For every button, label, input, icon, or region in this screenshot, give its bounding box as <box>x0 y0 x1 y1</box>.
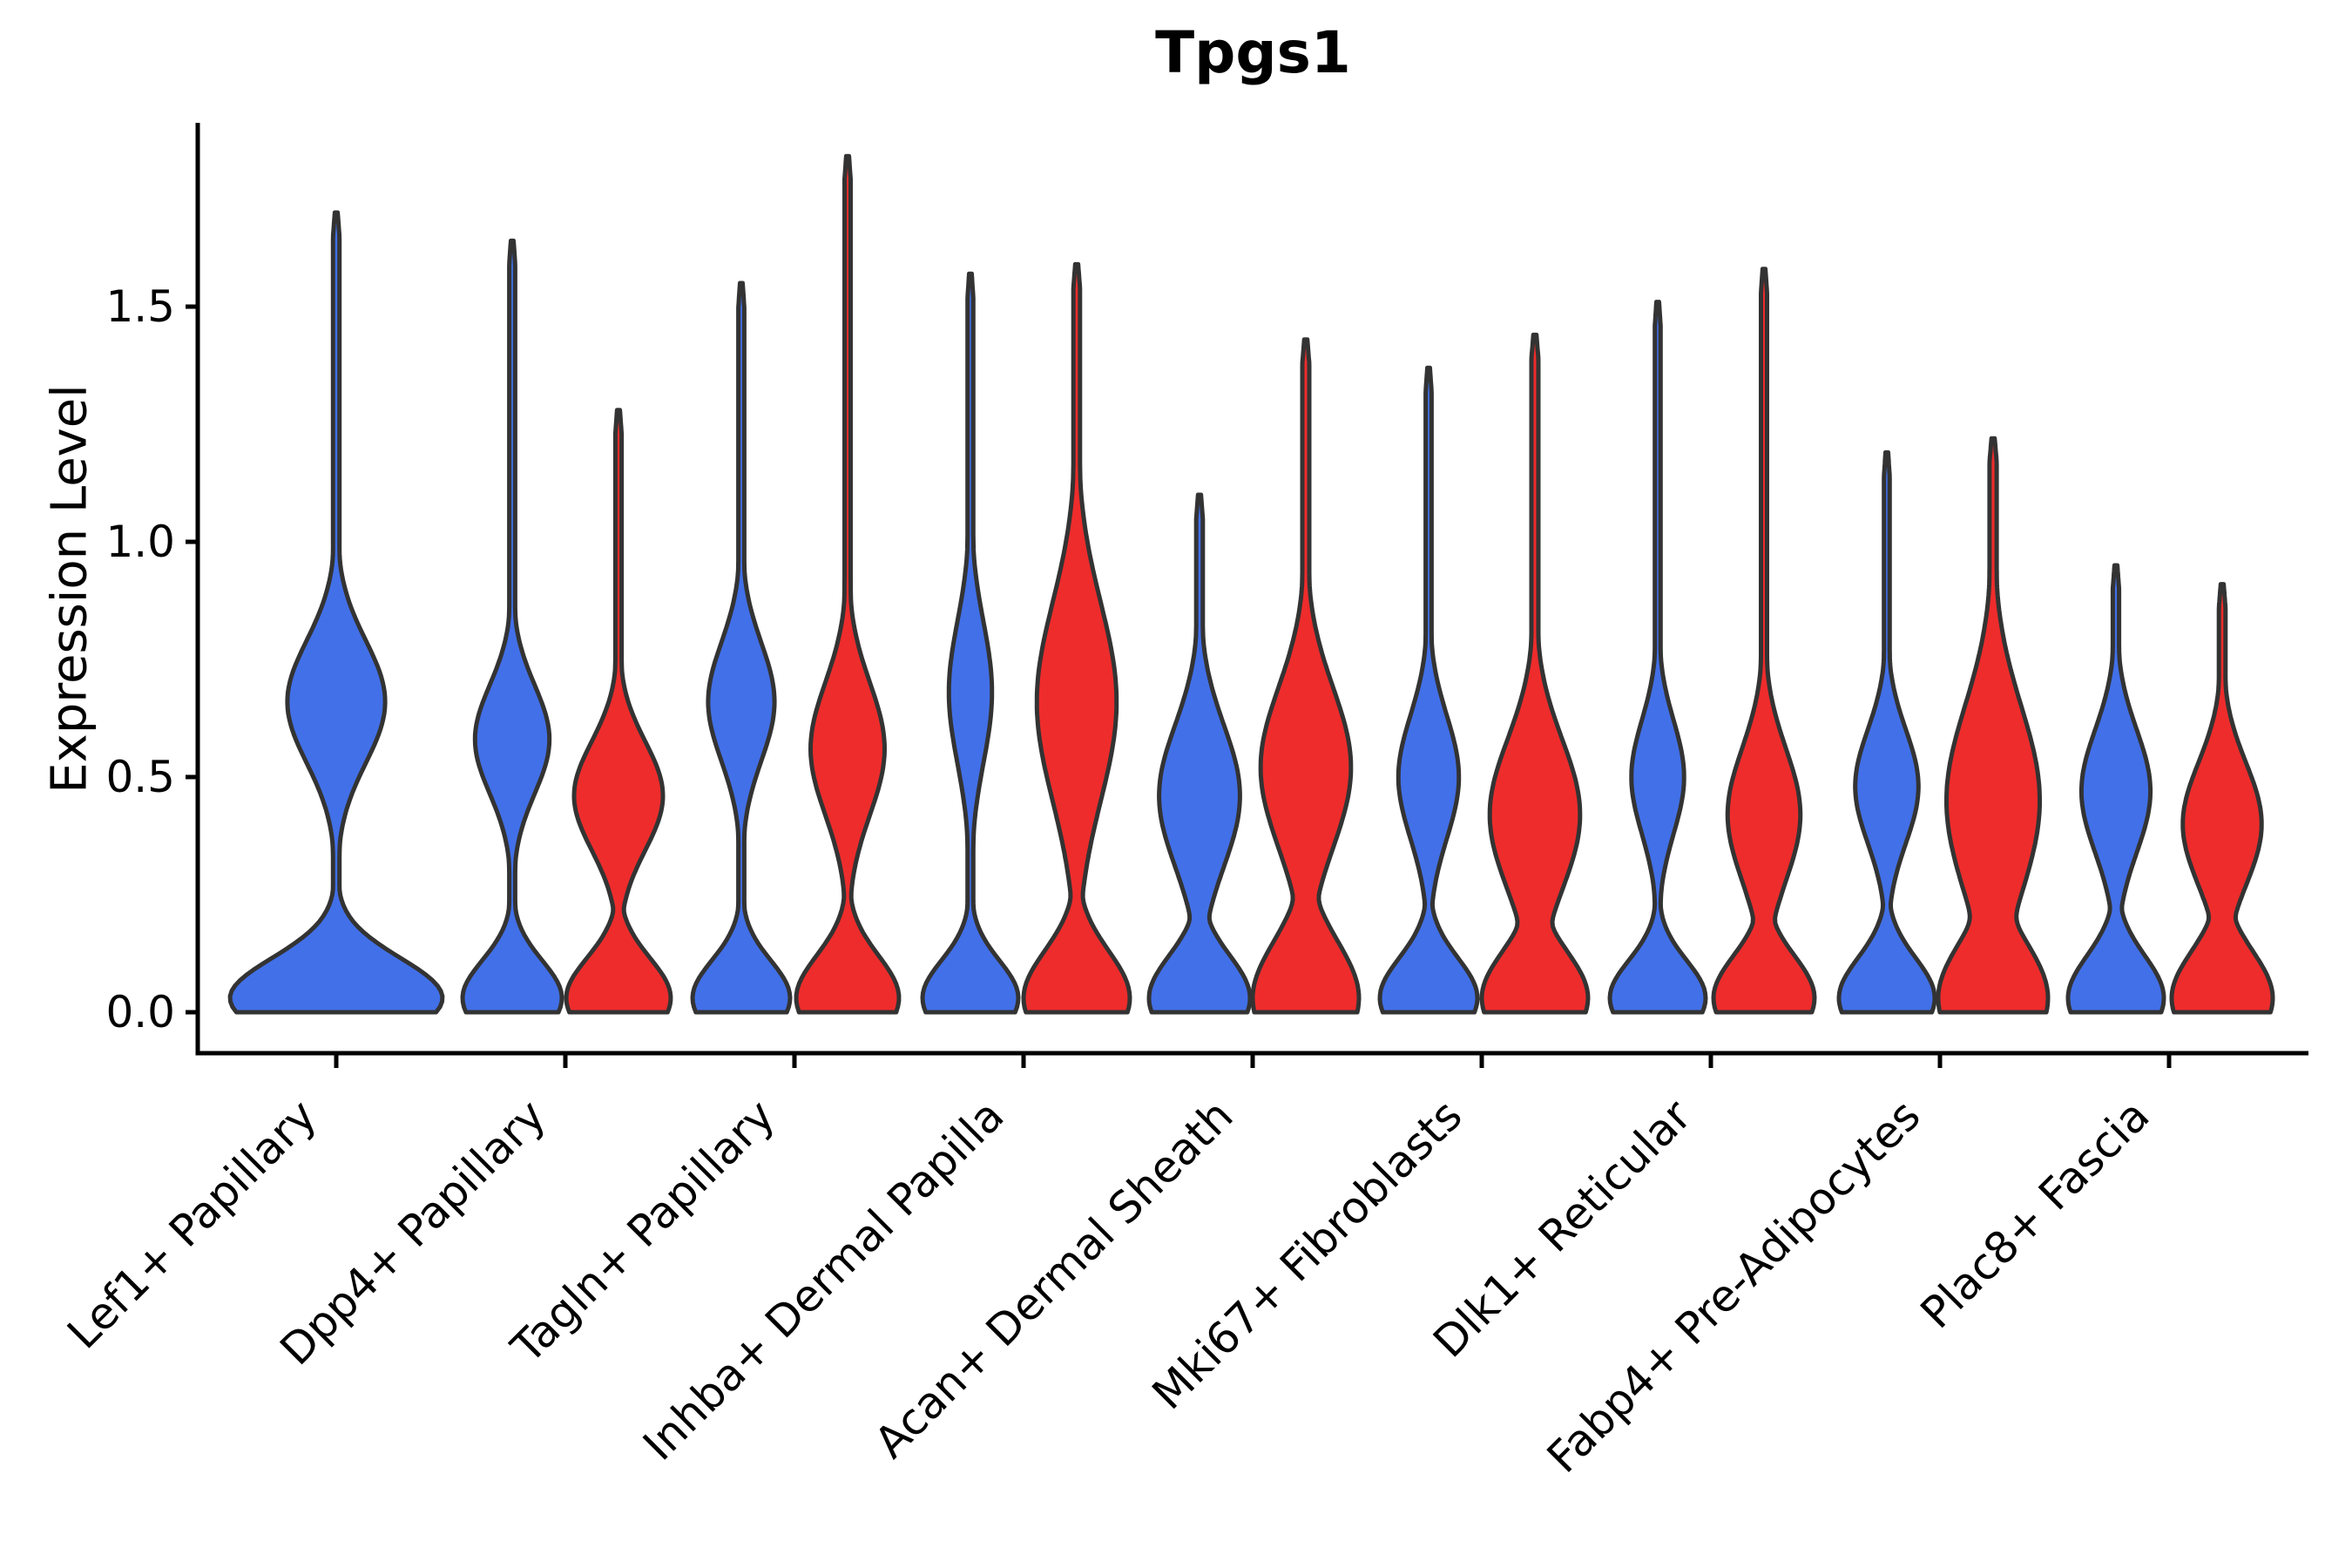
violin-dpp4-papillary-blue <box>460 238 564 1015</box>
violin-tagln-papillary-blue <box>690 280 793 1015</box>
violin-fabp4-pre-adipocytes-blue <box>1836 449 1937 1015</box>
violin-dlk1-reticular-red <box>1711 267 1817 1015</box>
violin-plac8-fascia-red <box>2169 582 2275 1015</box>
violin-inhba-dermal-papilla-blue <box>920 271 1021 1015</box>
y-tick-label: 0.5 <box>105 752 175 802</box>
x-tick-label-lef1-papillary: Lef1+ Papillary <box>57 1090 326 1358</box>
violin-dlk1-reticular-blue <box>1607 300 1708 1015</box>
violin-plac8-fascia-blue <box>2065 563 2166 1015</box>
x-tick-label-plac8-fascia: Plac8+ Fascia <box>1911 1090 2159 1338</box>
violin-mki67-fibroblasts-blue <box>1377 365 1480 1015</box>
y-tick-label: 1.5 <box>105 281 175 332</box>
y-tick-label: 1.0 <box>105 517 175 567</box>
violin-inhba-dermal-papilla-red <box>1021 261 1132 1015</box>
x-tick-label-fabp4-pre-adipocytes: Fabp4+ Pre-Adipocytes <box>1538 1090 1930 1483</box>
violin-mki67-fibroblasts-red <box>1479 332 1591 1015</box>
violin-lef1-papillary-single <box>227 210 445 1015</box>
y-tick-label: 0.0 <box>105 987 175 1037</box>
violin-acan-dermal-sheath-red <box>1250 337 1362 1015</box>
violin-fabp4-pre-adipocytes-red <box>1936 436 2051 1015</box>
violin-acan-dermal-sheath-blue <box>1146 492 1253 1015</box>
plot-title: Tpgs1 <box>1155 19 1351 86</box>
violin-tagln-papillary-red <box>794 153 902 1015</box>
violin-dpp4-papillary-red <box>564 408 673 1015</box>
